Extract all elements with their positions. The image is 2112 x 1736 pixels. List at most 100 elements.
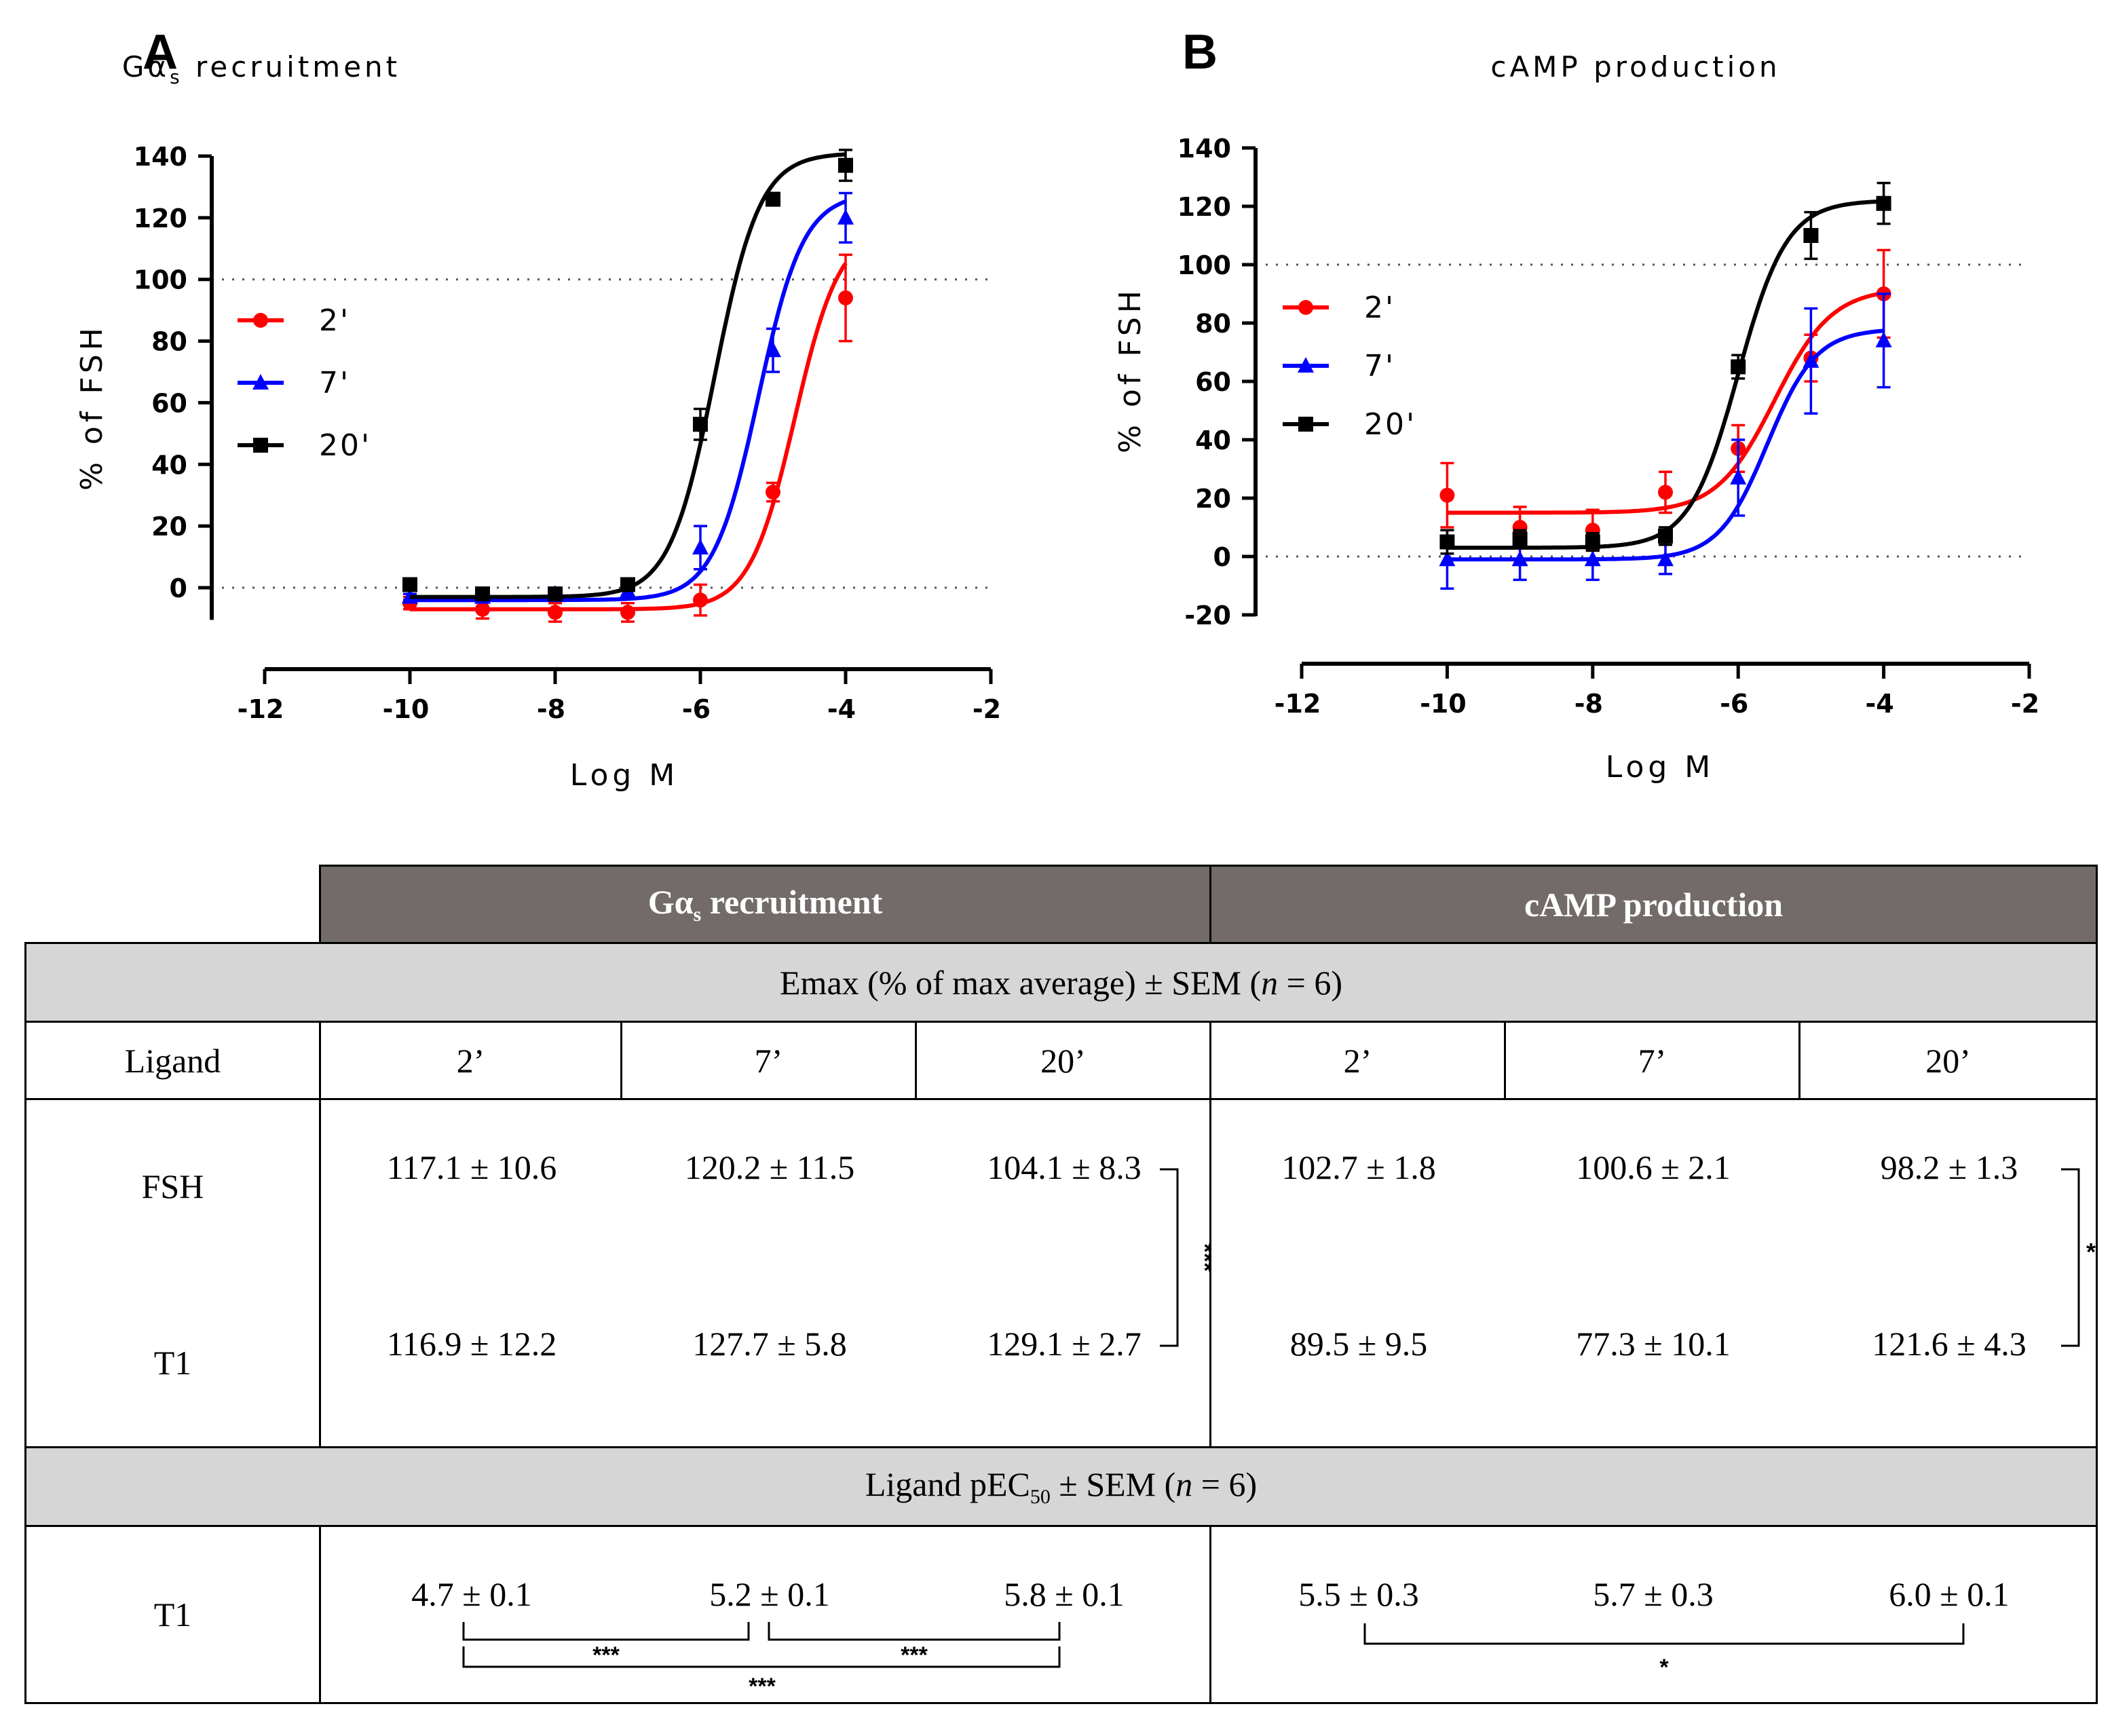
y-tick-label: 60 [151, 388, 187, 418]
data-point [1803, 228, 1819, 243]
y-tick-label: 140 [134, 142, 187, 172]
chart-b-xlabel: Log M [1606, 750, 1715, 785]
data-point [1585, 534, 1600, 550]
y-tick-label: 60 [1195, 367, 1231, 397]
y-tick-label: 140 [1177, 134, 1231, 164]
legend-marker [1298, 417, 1313, 432]
chart-panel-b: cAMP production % of FSH Log M -20 0 20 40 6… [1113, 50, 2039, 785]
panel-letter-b: B [1182, 25, 1218, 79]
pec50-galpha-brackets: *** *** *** [462, 1622, 1061, 1699]
legend-label: 20' [319, 428, 371, 463]
data-point [1584, 550, 1601, 567]
ligand-label: Ligand [24, 1021, 321, 1100]
x-tick-label: -12 [238, 694, 284, 724]
pec50-camp-sig: * [1659, 1655, 1669, 1680]
data-point [1730, 468, 1747, 485]
data-point [475, 586, 490, 602]
data-point [693, 417, 708, 432]
time-header: 7’ [1504, 1021, 1800, 1100]
chart-a-title-greek: Gα [122, 50, 170, 83]
y-tick-label: 100 [1177, 250, 1231, 280]
fit-curve [410, 262, 848, 611]
emax-camp-bracket: * [2061, 1168, 2096, 1347]
legend-label: 7' [1364, 349, 1395, 383]
data-point [1658, 528, 1673, 544]
y-tick-label: 120 [134, 204, 187, 233]
x-tick-label: -2 [973, 694, 1001, 724]
fit-curve [1447, 328, 1884, 562]
x-tick-label: -6 [1720, 689, 1748, 719]
emax-value: 100.6 ± 2.1 [1576, 1148, 1731, 1186]
data-point [548, 586, 563, 602]
legend-marker [253, 438, 268, 453]
y-tick-label: 20 [1195, 484, 1231, 514]
emax-value: 127.7 ± 5.8 [692, 1325, 847, 1363]
data-point [1512, 531, 1528, 547]
time-header: 2’ [1209, 1021, 1506, 1100]
panel-letter-a: A [143, 25, 178, 79]
y-tick-label: -20 [1184, 601, 1231, 630]
emax-galpha-block: 117.1 ± 10.6 120.2 ± 11.5 104.1 ± 8.3 11… [319, 1098, 1211, 1448]
data-point [548, 605, 563, 620]
pec50-ligand: T1 [24, 1525, 321, 1704]
legend-label: 7' [319, 366, 350, 400]
chart-a-title-rest: recruitment [183, 50, 401, 83]
pec50-value: 4.7 ± 0.1 [411, 1575, 532, 1613]
legend-label: 20' [1364, 407, 1416, 442]
data-point [1439, 534, 1455, 550]
legend-marker [252, 374, 269, 390]
stats-table: Gαs recruitment cAMP production Emax (% … [24, 865, 2098, 1704]
time-header: 7’ [620, 1021, 917, 1100]
chart-b-ylabel: % of FSH [1113, 286, 1148, 453]
chart-a-title-sub: s [170, 66, 183, 88]
data-point [620, 605, 635, 620]
y-tick-label: 0 [1213, 542, 1231, 572]
legend-marker [1298, 357, 1314, 373]
legend-label: 2' [319, 303, 350, 338]
legend-label: 2' [1364, 290, 1395, 325]
data-point [766, 191, 780, 207]
pec50-header-row: Ligand pEC50 ± SEM (n = 6) [24, 1446, 2098, 1527]
emax-header: Emax (% of max average) ± SEM (n = 6) [24, 942, 2098, 1023]
series-0-0 [402, 253, 853, 623]
y-tick-label: 80 [151, 327, 187, 357]
data-point [475, 601, 490, 617]
pec50-camp-block: 5.5 ± 0.3 5.7 ± 0.3 6.0 ± 0.1 * [1209, 1525, 2098, 1704]
emax-value: 102.7 ± 1.8 [1281, 1148, 1436, 1186]
chart-a-ylabel: % of FSH [75, 324, 109, 491]
y-tick-label: 0 [170, 573, 187, 603]
data-point [766, 485, 780, 500]
data-point [765, 341, 781, 358]
emax-value: 89.5 ± 9.5 [1289, 1325, 1428, 1363]
data-point [1803, 352, 1819, 368]
data-point [620, 577, 635, 592]
pec50-value: 5.8 ± 0.1 [1004, 1575, 1125, 1613]
data-point [1439, 550, 1456, 567]
group-header-camp: cAMP production [1209, 865, 2098, 944]
y-tick-label: 40 [151, 450, 187, 480]
data-point [1658, 485, 1673, 500]
series-1-0 [1439, 248, 1891, 552]
fit-curve [410, 152, 846, 599]
chart-b-title: cAMP production [1490, 50, 1780, 83]
x-tick-label: -8 [1574, 689, 1603, 719]
pec50-value: 5.2 ± 0.1 [709, 1575, 830, 1613]
pec50-value: 5.5 ± 0.3 [1298, 1575, 1419, 1613]
emax-value: 129.1 ± 2.7 [987, 1325, 1142, 1363]
pec50-header: Ligand pEC50 ± SEM (n = 6) [24, 1446, 2098, 1527]
pec50-value: 5.7 ± 0.3 [1593, 1575, 1714, 1613]
emax-value: 116.9 ± 12.2 [386, 1325, 557, 1363]
pec50-sig-2-20: *** [749, 1674, 776, 1699]
data-point [1439, 487, 1455, 503]
chart-a-title: Gαs recruitment [122, 50, 400, 88]
pec50-sig-7-20: *** [901, 1642, 928, 1668]
chart-a-xlabel: Log M [570, 758, 679, 793]
x-tick-label: -12 [1275, 689, 1321, 719]
y-tick-label: 120 [1177, 192, 1231, 222]
group-header-row: Gαs recruitment cAMP production [25, 865, 2098, 944]
data-point [1731, 359, 1746, 375]
pec50-value: 6.0 ± 0.1 [1889, 1575, 2010, 1613]
emax-value: 104.1 ± 8.3 [987, 1148, 1142, 1186]
x-tick-label: -4 [1865, 689, 1893, 719]
y-tick-label: 100 [134, 265, 187, 295]
